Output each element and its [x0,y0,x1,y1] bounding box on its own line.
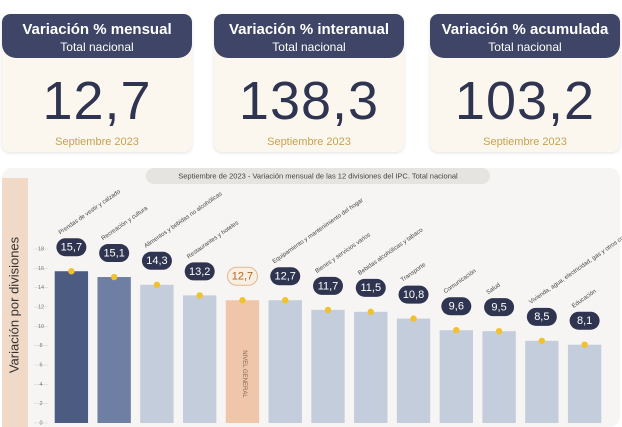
y-axis-label: Variación por divisiones [6,236,21,373]
value-badge [99,244,130,263]
card-header: Variación % interanual Total nacional [214,14,404,58]
card-subtitle: Total nacional [60,40,134,54]
value-badge [569,311,600,330]
value-badge [484,298,515,317]
value-dot [495,327,503,335]
value-label: 9,6 [449,301,464,313]
y-tick-label: 0 [39,420,42,426]
value-label: 15,1 [103,247,124,259]
value-badge [226,266,258,286]
y-tick-label: 8 [39,343,42,349]
value-badge [441,297,472,316]
value-label: 13,2 [189,266,210,278]
value-label: 12,7 [275,271,296,283]
bar [396,318,431,423]
card-value: 103,2 [454,71,596,131]
title-pill [146,168,490,184]
value-badge [270,267,301,286]
value-dot [239,297,246,304]
value-label: 11,5 [360,282,381,294]
card-title: Variación % acumulada [441,21,609,38]
value-dot [68,268,75,275]
value-dot [196,292,203,299]
bar [482,331,516,423]
bar [97,277,131,423]
chart-title: Septiembre de 2023 - Variación mensual d… [178,171,458,180]
card-header: Variación % acumulada Total nacional [430,14,620,58]
card-subtitle: Total nacional [488,40,562,54]
value-badge [355,278,386,297]
value-label: 15,7 [61,242,82,254]
value-badge [313,276,343,295]
bar [354,311,388,423]
kpi-card: Variación % interanual Total nacional 138… [214,14,404,152]
axis-band [2,178,28,427]
y-tick-label: 4 [39,382,42,388]
value-label: 11,7 [318,280,339,292]
category-label: NIVEL GENERAL [241,350,247,398]
y-tick-label: 14 [38,285,44,291]
bar [54,271,89,423]
value-label: 14,3 [146,255,167,267]
value-badge [398,285,429,304]
kpi-card: Variación % mensual Total nacional 12,7 S… [2,14,192,152]
y-tick-label: 10 [38,324,44,330]
bar [140,284,174,423]
value-badge [56,238,87,257]
bar [183,295,217,423]
value-dot [581,341,588,348]
value-badge [184,262,215,281]
bar [567,344,602,423]
value-dot [538,337,546,345]
value-label: 10,8 [403,289,424,301]
value-dot [410,315,417,322]
card-title: Variación % interanual [228,21,390,38]
value-dot [282,297,289,304]
card-period: Septiembre 2023 [483,136,567,148]
bar [225,300,260,423]
bar [311,309,345,423]
card-value: 12,7 [42,71,152,131]
card-value: 138,3 [238,71,380,131]
value-badge [141,251,172,270]
value-label: 12,7 [232,271,253,283]
value-dot [453,327,460,334]
value-label: 8,1 [577,315,592,327]
value-badge [526,307,557,326]
y-tick-label: 2 [39,401,42,407]
kpi-card: Variación % acumulada Total nacional 103,… [430,14,620,152]
bar [439,330,473,423]
value-dot [110,273,118,281]
y-tick-label: 16 [38,266,44,272]
y-tick-label: 6 [39,362,42,368]
value-dot [367,308,374,316]
y-tick-label: 18 [38,246,44,252]
card-subtitle: Total nacional [272,40,346,54]
card-header: Variación % mensual Total nacional [2,14,192,58]
bar [525,340,559,423]
card-title: Variación % mensual [22,21,172,38]
bar [268,300,302,423]
value-label: 9,5 [491,302,506,314]
value-dot [153,281,161,288]
value-label: 8,5 [534,311,549,323]
y-tick-label: 12 [38,304,44,310]
card-period: Septiembre 2023 [267,136,351,148]
card-period: Septiembre 2023 [55,136,139,148]
value-dot [324,306,332,314]
